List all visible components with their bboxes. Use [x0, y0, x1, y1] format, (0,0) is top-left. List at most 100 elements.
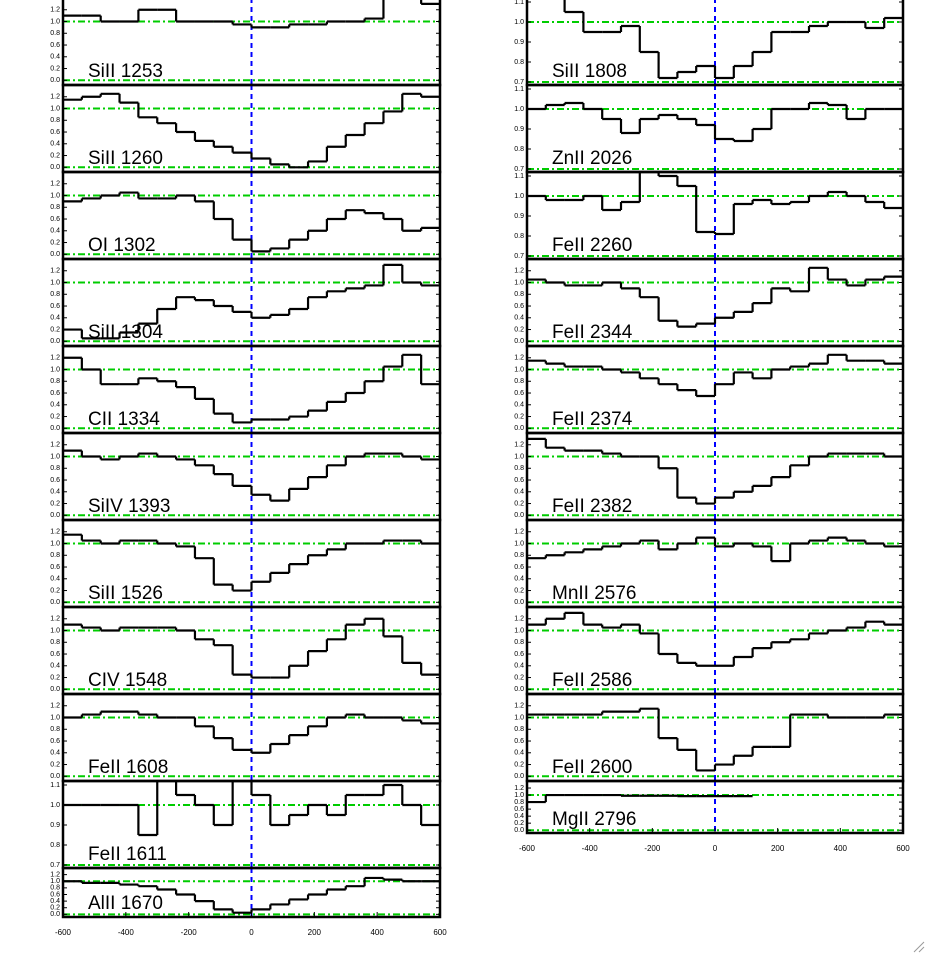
y-tick-label: 0.8 [50, 726, 60, 733]
y-tick-label: 1.0 [50, 802, 60, 809]
y-tick-label: 0.0 [50, 773, 60, 780]
y-tick-label: 0.0 [514, 425, 524, 432]
panel: 0.0 0.2 0.4 0.6 0.8 1.0 1.2 FeII 2344 [514, 257, 905, 348]
y-tick-label: 0.4 [514, 315, 524, 322]
panel: 0.7 0.8 0.9 1.0 1.1 SiII 1808 [514, 0, 905, 87]
y-tick-label: 0.4 [50, 576, 60, 583]
y-tick-label: 0.6 [50, 564, 60, 571]
y-tick-label: 0.8 [514, 799, 524, 806]
y-tick-label: 0.8 [50, 465, 60, 472]
panel-label: AlII 1670 [88, 893, 163, 914]
panel-label: SiII 1260 [88, 148, 163, 169]
y-tick-label: 0.9 [514, 39, 524, 46]
y-tick-label: 1.2 [50, 355, 60, 362]
y-tick-label: 0.9 [514, 126, 524, 133]
y-tick-label: 1.2 [50, 7, 60, 14]
y-tick-label: 0.6 [50, 129, 60, 136]
panel: 0.0 0.2 0.4 0.6 0.8 1.0 1.2 SiIV 1393 [50, 431, 442, 522]
y-tick-label: 1.0 [50, 627, 60, 634]
y-tick-label: 0.6 [514, 303, 524, 310]
panel: 0.7 0.8 0.9 1.0 1.1 FeII 1611 [50, 779, 442, 870]
panel: 0.0 0.2 0.4 0.6 0.8 1.0 1.2 SiII 1260 [50, 83, 442, 174]
y-tick-label: 0.0 [514, 599, 524, 606]
y-tick-label: 1.0 [514, 540, 524, 547]
y-tick-label: 1.0 [514, 453, 524, 460]
panel: 0.0 0.2 0.4 0.6 0.8 1.0 1.2 CII 1334 [50, 344, 442, 435]
x-tick-label: -600 [519, 844, 536, 853]
x-tick-label: 600 [896, 844, 910, 853]
y-tick-label: 0.8 [50, 204, 60, 211]
y-tick-label: 1.0 [50, 540, 60, 547]
y-tick-label: 1.2 [50, 94, 60, 101]
panel-label: FeII 2382 [552, 496, 632, 517]
panel-label: FeII 1608 [88, 757, 168, 778]
y-tick-label: 0.8 [50, 30, 60, 37]
y-tick-label: 0.0 [50, 251, 60, 258]
y-tick-label: 0.6 [514, 651, 524, 658]
y-tick-label: 1.0 [50, 279, 60, 286]
y-tick-label: 0.7 [50, 862, 60, 869]
y-tick-label: 0.6 [514, 564, 524, 571]
panel: 0.0 0.2 0.4 0.6 0.8 1.0 1.2 FeII 2586 [514, 605, 905, 696]
panel-label: FeII 2586 [552, 670, 632, 691]
y-tick-label: 1.0 [514, 279, 524, 286]
panel: 0.0 0.2 0.4 0.6 0.8 1.0 1.2 FeII 2374 [514, 344, 905, 435]
y-tick-label: 0.8 [514, 465, 524, 472]
panel-label: FeII 2600 [552, 757, 632, 778]
y-tick-label: 1.2 [514, 355, 524, 362]
y-tick-label: 1.0 [514, 106, 524, 113]
y-tick-label: 1.0 [514, 193, 524, 200]
y-tick-label: 1.2 [514, 442, 524, 449]
y-tick-label: 0.0 [50, 425, 60, 432]
panel-label: MnII 2576 [552, 583, 637, 604]
panel: 0.7 0.8 0.9 1.0 1.1 FeII 2260 [514, 170, 905, 261]
x-tick-label: 0 [713, 844, 718, 853]
panel-frame [61, 866, 442, 919]
y-tick-label: 0.4 [514, 402, 524, 409]
y-tick-label: 0.2 [514, 413, 524, 420]
y-tick-label: 0.4 [50, 402, 60, 409]
y-tick-label: 0.4 [50, 228, 60, 235]
y-tick-label: 1.0 [50, 192, 60, 199]
resize-grip [913, 941, 925, 953]
panel-label: SiIV 1393 [88, 496, 170, 517]
y-tick-label: 0.2 [514, 500, 524, 507]
panel-label: FeII 2374 [552, 409, 633, 430]
panel-label: ZnII 2026 [552, 148, 632, 169]
y-tick-label: 0.4 [514, 813, 524, 820]
y-tick-label: 1.0 [514, 714, 524, 721]
y-tick-label: 1.0 [514, 792, 524, 799]
y-tick-label: 0.0 [50, 911, 60, 918]
y-tick-label: 0.0 [50, 599, 60, 606]
panel-label: SiII 1526 [88, 583, 163, 604]
panel-label: SiII 1304 [88, 322, 163, 343]
y-tick-label: 1.2 [514, 268, 524, 275]
y-tick-label: 1.0 [50, 878, 60, 885]
panel: 0.00.20.40.60.81.01.2 -600 -400 -200 0 200 400… [50, 866, 447, 937]
y-tick-label: 0.0 [514, 773, 524, 780]
y-tick-label: 0.2 [514, 820, 524, 827]
y-tick-label: 1.0 [50, 105, 60, 112]
y-tick-label: 0.2 [50, 152, 60, 159]
y-tick-label: 0.0 [50, 164, 60, 171]
x-tick-label: 400 [370, 928, 384, 937]
panel: 0.0 0.2 0.4 0.6 0.8 1.0 1.2 FeII 1608 [50, 692, 442, 783]
y-tick-label: 1.2 [514, 785, 524, 792]
y-tick-label: 0.2 [50, 500, 60, 507]
y-tick-label: 1.0 [50, 453, 60, 460]
x-tick-label: 200 [308, 928, 322, 937]
y-tick-label: 1.0 [50, 714, 60, 721]
y-tick-label: 1.1 [50, 782, 60, 789]
y-tick-label: 0.2 [50, 413, 60, 420]
y-tick-label: 1.0 [50, 366, 60, 373]
y-tick-label: 0.6 [50, 390, 60, 397]
y-tick-label: 0.7 [514, 79, 524, 86]
y-tick-label: 0.0 [50, 512, 60, 519]
y-tick-label: 0.2 [50, 239, 60, 246]
y-tick-label: 0.4 [514, 489, 524, 496]
y-tick-label: 0.8 [514, 291, 524, 298]
x-tick-label: -600 [55, 928, 72, 937]
y-tick-label: 1.0 [514, 19, 524, 26]
y-tick-label: 0.0 [514, 512, 524, 519]
y-tick-label: 1.2 [514, 529, 524, 536]
